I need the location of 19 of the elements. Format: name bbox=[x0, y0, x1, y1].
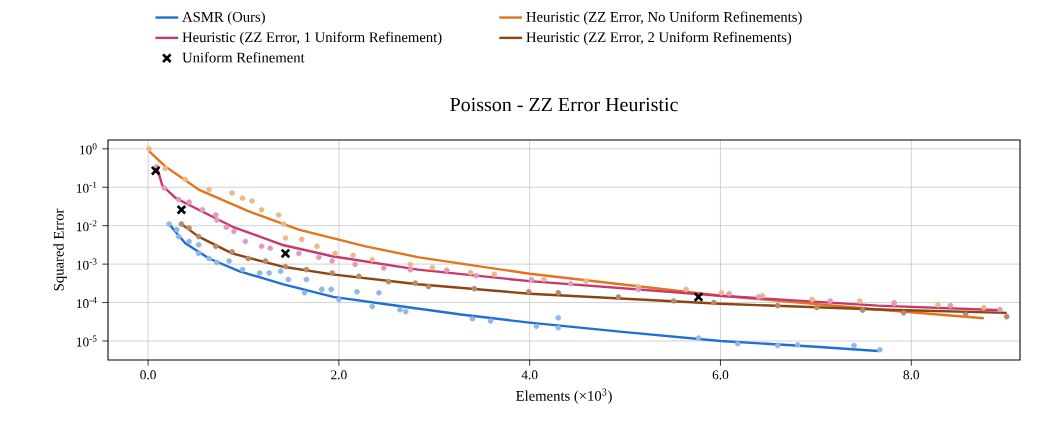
x-tick-label: 6.0 bbox=[712, 370, 729, 380]
chart-title: Poisson - ZZ Error Heuristic bbox=[450, 97, 678, 112]
legend-label: Heuristic (ZZ Error, 1 Uniform Refinement) bbox=[182, 31, 442, 46]
y-axis-title: Squared Error bbox=[53, 208, 67, 291]
x-tick-label: 0.0 bbox=[140, 370, 156, 380]
y-tick-label: 10$^{-4}$ bbox=[77, 296, 97, 309]
legend-label: Heuristic (ZZ Error, No Uniform Refinements) bbox=[526, 11, 802, 25]
y-tick-label: 10$^{0}$ bbox=[80, 143, 97, 155]
legend-label: Uniform Refinement bbox=[182, 52, 305, 63]
y-tick-label: 10$^{-1}$ bbox=[77, 181, 97, 193]
x-axis-title: Elements (×10$^{3}$) bbox=[516, 388, 612, 404]
x-tick-label: 4.0 bbox=[521, 370, 538, 380]
y-tick-label: 10$^{-2}$ bbox=[77, 220, 97, 232]
legend-label: ASMR (Ours) bbox=[182, 11, 265, 25]
legend-label: Heuristic (ZZ Error, 2 Uniform Refinements) bbox=[526, 31, 792, 46]
y-tick-label: 10$^{-5}$ bbox=[77, 335, 97, 347]
x-tick-label: 2.0 bbox=[331, 370, 347, 380]
y-tick-label: 10$^{-3}$ bbox=[77, 258, 97, 270]
x-tick-label: 8.0 bbox=[903, 370, 920, 380]
